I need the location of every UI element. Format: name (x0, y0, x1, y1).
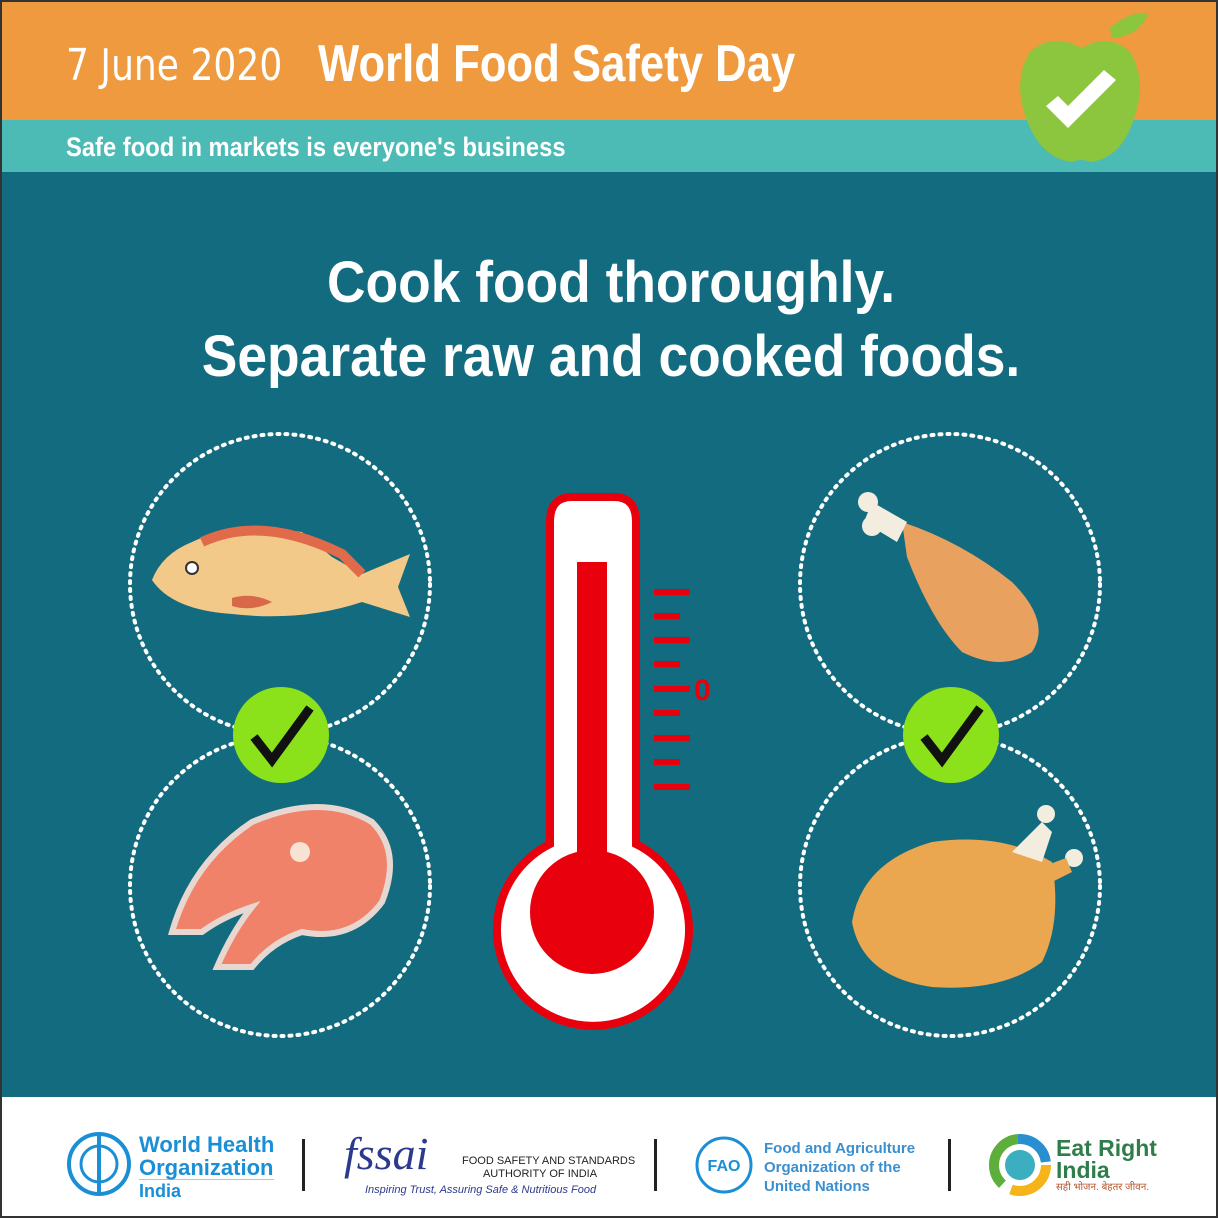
checkmark-icon (920, 705, 984, 768)
divider (948, 1139, 951, 1191)
illustration (128, 432, 1102, 1038)
salmon-steak-icon (168, 804, 393, 970)
eri-line-2: India (1056, 1157, 1110, 1183)
who-emblem-icon (67, 1132, 131, 1196)
fao-line-3: United Nations (764, 1178, 870, 1195)
divider (654, 1139, 657, 1191)
who-logo: World Health Organization India (139, 1132, 275, 1203)
fssai-slogan: Inspiring Trust, Assuring Safe & Nutriti… (365, 1184, 597, 1196)
footer-logos: World Health Organization India fssai FO… (2, 1097, 1216, 1216)
fao-logo: Food and Agriculture Organization of the… (764, 1139, 915, 1196)
fish-icon (152, 525, 410, 617)
eat-right-india-logo: Eat Right India सही भोजन. बेहतर जीवन. (1056, 1137, 1157, 1195)
fao-line-1: Food and Agriculture (764, 1140, 916, 1157)
roast-chicken-icon (852, 805, 1083, 988)
event-title: World Food Safety Day (318, 35, 796, 93)
fssai-logo: fssai (344, 1128, 429, 1179)
eat-right-india-emblem-icon (989, 1134, 1051, 1196)
fao-line-2: Organization of the (764, 1159, 901, 1176)
fao-emblem-icon: FAO (695, 1136, 753, 1194)
check-badge-right (903, 687, 999, 783)
eri-slogan: सही भोजन. बेहतर जीवन. (1056, 1182, 1150, 1193)
fssai-name-2: AUTHORITY OF INDIA (482, 1168, 598, 1180)
who-line-3: India (139, 1179, 275, 1203)
headline-line-1: Cook food thoroughly. (326, 250, 896, 315)
svg-text:FAO: FAO (708, 1158, 741, 1175)
who-line-2: Organization (139, 1155, 274, 1180)
apple-check-icon (1020, 13, 1148, 163)
header-bar: 7 June 2020 World Food Safety Day (2, 2, 1216, 120)
check-badge-left (233, 687, 329, 783)
event-date: 7 June 2020 (66, 40, 283, 91)
tagline-bar: Safe food in markets is everyone's busin… (2, 120, 1216, 172)
headline-line-2: Separate raw and cooked foods. (201, 324, 1021, 389)
thermometer-icon (493, 493, 693, 1030)
fssai-name: FOOD SAFETY AND STANDARDS AUTHORITY OF I… (462, 1155, 636, 1181)
divider (302, 1139, 305, 1191)
tagline: Safe food in markets is everyone's busin… (66, 132, 566, 162)
fssai-name-1: FOOD SAFETY AND STANDARDS (462, 1155, 636, 1167)
chicken-leg-icon (858, 492, 1039, 662)
who-line-1: World Health (139, 1132, 275, 1157)
checkmark-icon (250, 705, 314, 768)
eri-line-1: Eat Right (1056, 1135, 1157, 1161)
headline: Cook food thoroughly. Separate raw and c… (2, 246, 1216, 394)
thermometer-label: 0 (694, 674, 711, 707)
